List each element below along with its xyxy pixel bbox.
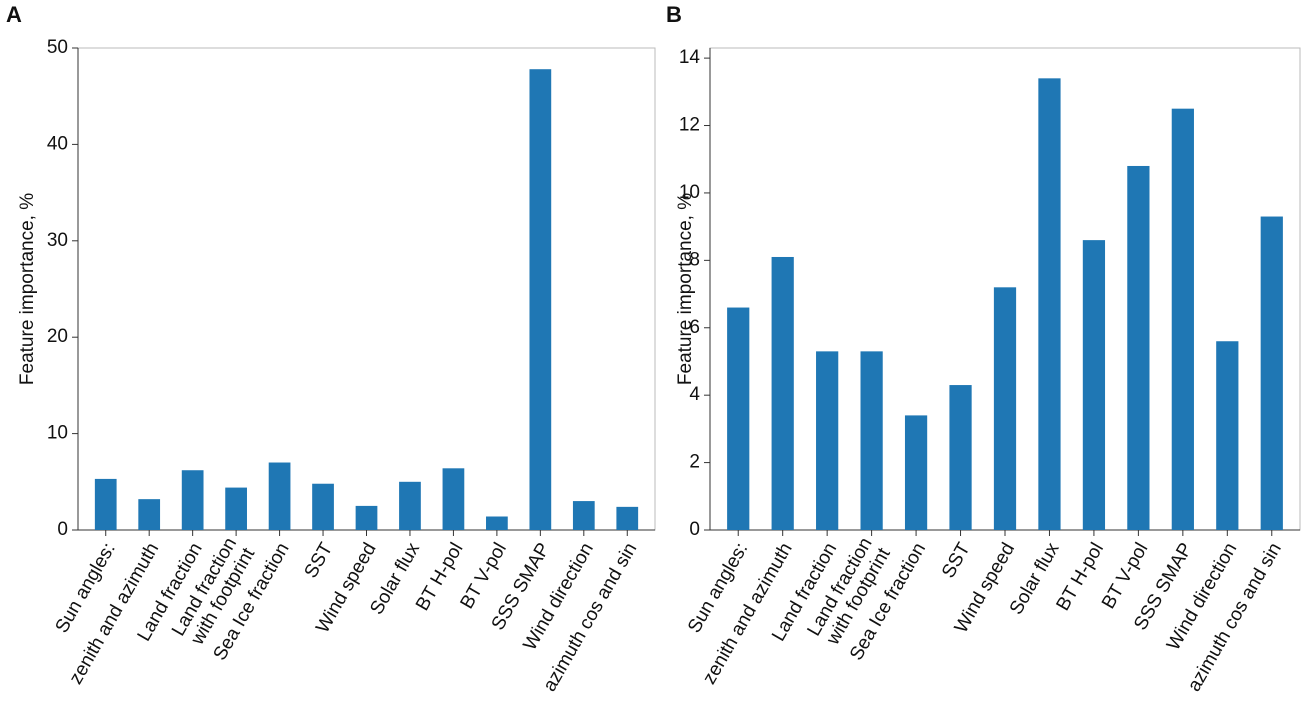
bar xyxy=(94,478,117,530)
bar xyxy=(616,506,639,530)
bar xyxy=(225,487,247,530)
y-tick-label: 10 xyxy=(679,182,700,203)
y-tick-label: 0 xyxy=(57,519,68,540)
bar xyxy=(312,483,334,530)
bar xyxy=(355,505,378,530)
y-axis-label: Feature importance, % xyxy=(17,193,38,385)
bar xyxy=(138,499,161,530)
panel-label: B xyxy=(666,2,682,27)
y-tick-label: 20 xyxy=(47,326,68,347)
y-axis-label: Feature importance, % xyxy=(675,193,696,385)
y-tick-label: 14 xyxy=(679,47,701,68)
bar xyxy=(1260,216,1283,530)
y-tick-label: 30 xyxy=(47,230,68,251)
y-tick-label: 0 xyxy=(689,519,700,540)
x-tick-label: SST xyxy=(938,539,975,582)
bar xyxy=(949,385,972,530)
y-tick-label: 8 xyxy=(689,249,700,270)
y-tick-label: 12 xyxy=(679,115,700,136)
bar xyxy=(529,69,552,530)
y-tick-label: 40 xyxy=(47,133,68,154)
bar xyxy=(993,287,1017,530)
bar xyxy=(572,501,595,530)
bar xyxy=(1082,240,1106,531)
y-tick-label: 6 xyxy=(689,317,700,338)
bar xyxy=(860,351,883,530)
bar xyxy=(1171,108,1194,530)
bar xyxy=(268,462,291,530)
bar xyxy=(904,415,928,530)
bar xyxy=(771,256,794,530)
bar xyxy=(442,468,465,530)
y-tick-label: 10 xyxy=(47,423,68,444)
x-tick-label: SST xyxy=(300,539,337,582)
x-tick-label-line: SST xyxy=(938,539,975,582)
bar xyxy=(727,307,750,530)
bar xyxy=(816,351,839,530)
panel-label: A xyxy=(6,2,22,27)
bar xyxy=(399,481,421,530)
bar xyxy=(1216,341,1239,530)
x-tick-label-line: SST xyxy=(300,539,337,582)
y-tick-label: 2 xyxy=(689,452,700,473)
bar xyxy=(486,516,508,530)
y-tick-label: 4 xyxy=(689,384,700,405)
bar xyxy=(1127,165,1150,530)
bar xyxy=(181,470,204,530)
plot-frame xyxy=(77,47,656,531)
bar xyxy=(1038,78,1061,530)
y-tick-label: 50 xyxy=(47,37,68,58)
